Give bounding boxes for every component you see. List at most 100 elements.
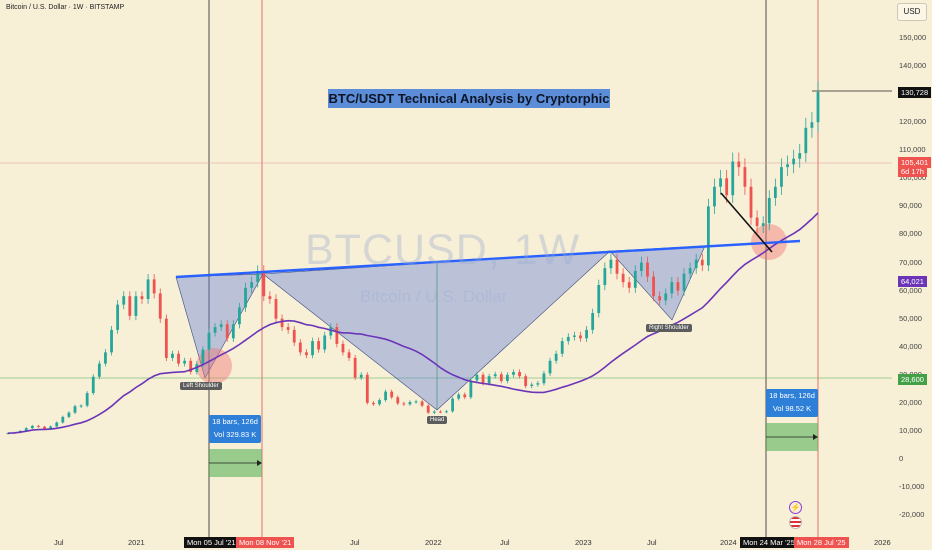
measure-left-vol: Vol 329.83 K bbox=[213, 430, 257, 439]
candle-body bbox=[122, 296, 126, 305]
measure-box-left[interactable]: 18 bars, 126d Vol 329.83 K bbox=[209, 415, 261, 443]
candle-body bbox=[286, 327, 290, 330]
candle-body bbox=[97, 363, 101, 377]
candle-body bbox=[426, 405, 430, 413]
x-tick-label: 2023 bbox=[575, 538, 592, 547]
y-tick-label: 120,000 bbox=[899, 117, 927, 127]
candle-body bbox=[262, 270, 266, 297]
x-tick-label: Jul bbox=[647, 538, 657, 547]
x-tick-label: Jul bbox=[54, 538, 64, 547]
candle-body bbox=[67, 412, 71, 417]
candle-body bbox=[688, 268, 692, 274]
candle-body bbox=[585, 329, 588, 339]
time-badge-2: Mon 08 Nov '21 bbox=[236, 537, 295, 548]
candle-body bbox=[365, 374, 369, 403]
candle-body bbox=[250, 282, 254, 288]
candle-body bbox=[639, 262, 643, 271]
candle-body bbox=[682, 273, 686, 291]
moving-average-line bbox=[7, 212, 819, 434]
candle-body bbox=[780, 167, 783, 187]
candle-body bbox=[353, 357, 357, 378]
y-tick-label: 50,000 bbox=[899, 313, 922, 323]
time-badge-3: Mon 24 Mar '25 bbox=[740, 537, 798, 548]
candle-body bbox=[128, 296, 132, 316]
right-shoulder-label[interactable]: Right Shoulder bbox=[646, 324, 692, 332]
candle-body bbox=[329, 327, 333, 336]
right-shoulder-area bbox=[609, 245, 706, 321]
candle-body bbox=[579, 335, 582, 339]
descending-trendline bbox=[720, 192, 773, 253]
candle-body bbox=[773, 186, 777, 198]
y-tick-label: 100,000 bbox=[899, 173, 927, 183]
candle-body bbox=[798, 153, 802, 159]
candle-body bbox=[676, 282, 680, 291]
candle-body bbox=[311, 341, 314, 356]
candle-body bbox=[91, 376, 95, 394]
candle-body bbox=[615, 259, 619, 274]
target-price-badge: 130,728 bbox=[898, 87, 932, 98]
candle-body bbox=[219, 324, 223, 328]
currency-button[interactable]: USD bbox=[897, 3, 927, 21]
candle-body bbox=[55, 422, 59, 427]
candle-body bbox=[664, 293, 668, 301]
candle-body bbox=[694, 259, 698, 269]
left-shoulder-label[interactable]: Left Shoulder bbox=[180, 382, 222, 390]
arrowhead-left bbox=[257, 460, 262, 466]
us-flag-icon[interactable] bbox=[789, 516, 802, 529]
candle-body bbox=[652, 276, 655, 297]
lightning-icon[interactable]: ⚡ bbox=[789, 501, 802, 514]
candle-body bbox=[396, 397, 400, 404]
candle-body bbox=[158, 293, 162, 319]
candle-body bbox=[140, 296, 144, 300]
candle-body bbox=[256, 270, 260, 283]
head-label[interactable]: Head bbox=[427, 416, 448, 424]
candle-body bbox=[432, 411, 436, 413]
candle-body bbox=[743, 167, 747, 187]
candle-body bbox=[274, 299, 278, 319]
candle-body bbox=[201, 349, 205, 365]
candle-body bbox=[335, 327, 339, 344]
candle-body bbox=[439, 411, 442, 413]
candle-body bbox=[305, 352, 308, 356]
candle-body bbox=[560, 341, 564, 354]
ma-value-badge: 64,021 bbox=[898, 276, 927, 287]
measure-box-right[interactable]: 18 bars, 126d Vol 98.52 K bbox=[766, 389, 818, 417]
candle-body bbox=[408, 402, 412, 405]
candle-body bbox=[183, 360, 187, 364]
candle-body bbox=[706, 206, 710, 266]
candle-body bbox=[463, 394, 467, 398]
candle-body bbox=[597, 284, 601, 314]
candle-body bbox=[761, 223, 765, 227]
candle-body bbox=[171, 353, 174, 358]
symbol-header: Bitcoin / U.S. Dollar · 1W · BITSTAMP bbox=[6, 4, 125, 11]
countdown-badge: 6d 17h bbox=[898, 166, 927, 177]
candle-body bbox=[633, 270, 637, 288]
candle-body bbox=[414, 401, 418, 403]
candle-body bbox=[280, 318, 284, 328]
candle-body bbox=[164, 318, 168, 358]
candle-body bbox=[816, 92, 820, 123]
candle-body bbox=[493, 374, 497, 377]
candle-body bbox=[536, 383, 540, 385]
current-price-badge: 105,401 bbox=[898, 157, 932, 168]
candle-body bbox=[591, 313, 595, 330]
candle-body bbox=[384, 391, 387, 401]
neckline-price-badge: 28,600 bbox=[898, 374, 927, 385]
y-tick-label: 0 bbox=[899, 454, 904, 463]
candle-body bbox=[207, 332, 211, 350]
candle-body bbox=[231, 324, 235, 339]
candle-body bbox=[177, 353, 180, 364]
candle-body bbox=[713, 186, 716, 207]
candle-body bbox=[451, 398, 454, 412]
measure-right-bars: 18 bars, 126d bbox=[769, 391, 815, 400]
candle-body bbox=[49, 426, 53, 429]
candle-body bbox=[670, 282, 674, 294]
candle-body bbox=[755, 217, 759, 227]
analysis-title-banner[interactable]: BTC/USDT Technical Analysis by Cryptorph… bbox=[328, 89, 610, 108]
candle-body bbox=[292, 329, 296, 343]
candle-body bbox=[609, 259, 613, 269]
y-tick-label: -20,000 bbox=[899, 510, 925, 520]
candle-body bbox=[804, 127, 808, 154]
candle-body bbox=[554, 353, 558, 361]
